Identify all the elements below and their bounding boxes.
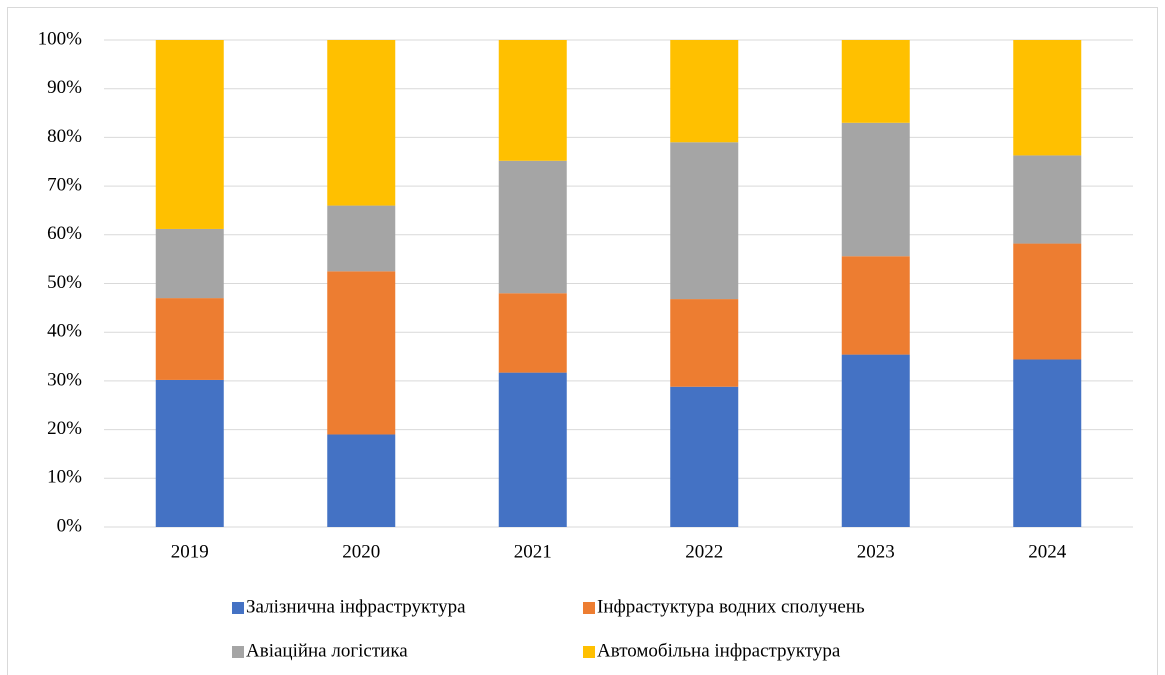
bar-segment: [327, 271, 396, 435]
bar-segment: [155, 379, 224, 527]
bar-segment: [327, 434, 396, 527]
x-tick-label: 2019: [171, 541, 209, 562]
y-tick-label: 30%: [47, 369, 82, 390]
bar-segment: [327, 205, 396, 272]
bar-segment: [841, 354, 910, 527]
x-tick-label: 2021: [514, 541, 552, 562]
bar-segment: [841, 40, 910, 123]
y-tick-label: 20%: [47, 418, 82, 439]
bar-segment: [670, 40, 739, 143]
bar-segment: [155, 298, 224, 380]
bar-segment: [327, 40, 396, 206]
legend-label: Інфрастуктура водних сполучень: [597, 596, 865, 617]
y-tick-label: 60%: [47, 223, 82, 244]
bar-segment: [841, 122, 910, 257]
x-tick-label: 2020: [342, 541, 380, 562]
y-tick-label: 10%: [47, 467, 82, 488]
legend-swatch: [583, 602, 595, 614]
legend-label: Автомобільна інфраструктура: [597, 640, 841, 661]
bar-segment: [670, 299, 739, 387]
y-tick-label: 70%: [47, 174, 82, 195]
bar-segment: [155, 228, 224, 299]
y-tick-label: 90%: [47, 77, 82, 98]
bar-segment: [670, 142, 739, 300]
bar-segment: [498, 293, 567, 373]
bar-segment: [498, 160, 567, 294]
legend-swatch: [583, 646, 595, 658]
y-tick-label: 40%: [47, 321, 82, 342]
bar-segment: [498, 372, 567, 527]
bar-segment: [1013, 359, 1082, 527]
legend-label: Залізнична інфраструктура: [246, 596, 466, 617]
bar-segment: [1013, 40, 1082, 156]
bar-segment: [155, 40, 224, 229]
y-tick-label: 80%: [47, 126, 82, 147]
y-tick-label: 0%: [57, 515, 83, 536]
x-tick-label: 2022: [685, 541, 723, 562]
legend-label: Авіаційна логістика: [246, 640, 408, 661]
bar-segment: [1013, 155, 1082, 244]
y-tick-label: 50%: [47, 272, 82, 293]
bar-segment: [1013, 243, 1082, 360]
legend-swatch: [232, 602, 244, 614]
bar-segment: [498, 40, 567, 161]
y-tick-label: 100%: [38, 28, 83, 49]
bar-segment: [841, 256, 910, 355]
legend-swatch: [232, 646, 244, 658]
x-tick-label: 2023: [857, 541, 895, 562]
bar-segment: [670, 386, 739, 527]
x-tick-label: 2024: [1028, 541, 1067, 562]
